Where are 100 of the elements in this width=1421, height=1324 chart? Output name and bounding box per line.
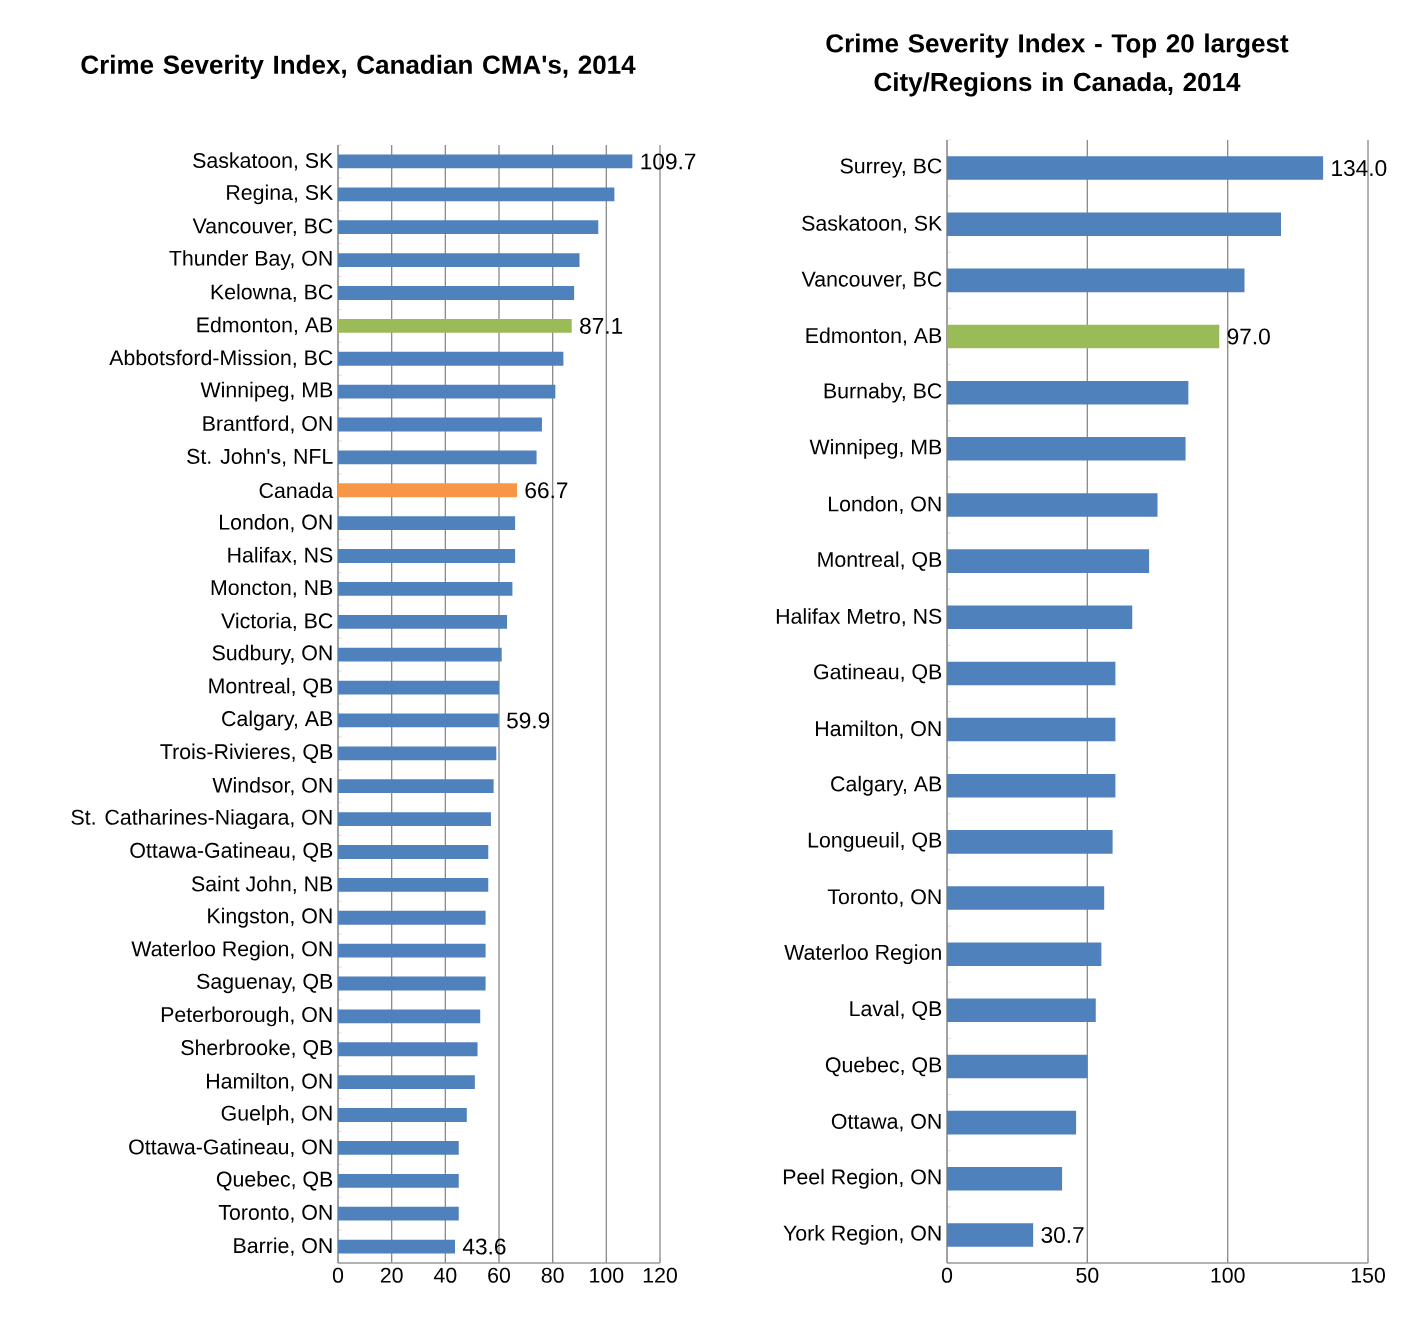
bar — [338, 483, 517, 498]
y-tick-label: Saguenay, QB — [197, 973, 333, 994]
bar — [338, 680, 499, 695]
y-tick-label: Abbotsford-Mission, BC — [109, 349, 333, 368]
bar — [947, 661, 1116, 686]
chart-title: Crime Severity Index, Canadian CMA's, 2014 — [81, 54, 636, 80]
bar — [338, 614, 508, 629]
bar — [338, 1042, 478, 1057]
bar — [947, 886, 1105, 910]
y-tick-label: Montreal, QB — [818, 551, 942, 571]
bar — [947, 830, 1113, 854]
y-tick-label: Saskatoon, SK — [193, 152, 334, 171]
y-tick-label: Hamilton, ON — [207, 1073, 332, 1092]
bar — [338, 976, 486, 991]
bar — [947, 156, 1324, 180]
bar — [338, 1075, 475, 1090]
x-tick-label: 20 — [380, 1267, 403, 1283]
y-tick-label: Vancouver, BC — [192, 218, 333, 237]
y-tick-label: Montreal, QB — [209, 677, 333, 698]
bar — [338, 516, 516, 531]
bar — [338, 582, 513, 596]
bar — [338, 845, 489, 859]
bar — [947, 212, 1281, 237]
y-tick-label: Sherbrooke, QB — [181, 1039, 333, 1060]
bar — [947, 437, 1186, 461]
y-tick-label: Trois-Rivieres, QB — [160, 743, 333, 764]
bar — [338, 253, 580, 267]
x-tick-label: 100 — [1211, 1267, 1245, 1283]
data-label: 30.7 — [1041, 1226, 1084, 1243]
bar — [338, 1009, 481, 1024]
y-tick-label: Vancouver, BC — [801, 271, 942, 290]
data-label: 43.6 — [462, 1238, 506, 1255]
bar — [947, 1110, 1077, 1135]
y-tick-label: Ottawa, ON — [831, 1113, 941, 1132]
x-tick-label: 0 — [941, 1267, 953, 1283]
bar — [947, 773, 1116, 798]
data-label: 87.1 — [580, 317, 623, 334]
bar — [338, 1239, 455, 1254]
y-tick-label: St. Catharines-Niagara, ON — [71, 809, 332, 830]
y-tick-label: Waterloo Region — [784, 944, 941, 965]
y-tick-label: Calgary, AB — [222, 710, 333, 731]
y-tick-label: Calgary, AB — [831, 775, 942, 796]
bar — [338, 877, 489, 892]
bar — [338, 384, 556, 399]
y-tick-label: York Region, ON — [783, 1224, 941, 1245]
data-label: 66.7 — [525, 482, 568, 499]
y-tick-label: Kingston, ON — [208, 907, 332, 928]
bar — [338, 746, 497, 761]
y-tick-label: Brantford, ON — [203, 415, 332, 434]
y-tick-label: Ottawa-Gatineau, ON — [129, 1138, 332, 1157]
bar — [338, 450, 537, 465]
x-tick-label: 50 — [1076, 1267, 1099, 1283]
bar — [947, 493, 1158, 517]
bar — [947, 717, 1116, 742]
y-tick-label: Sudbury, ON — [212, 644, 332, 665]
bar — [338, 187, 615, 202]
bar — [947, 1223, 1034, 1247]
bar — [947, 380, 1189, 405]
bar — [947, 605, 1133, 630]
bar — [947, 998, 1096, 1023]
x-tick-label: 150 — [1351, 1267, 1385, 1283]
bar — [338, 1206, 459, 1221]
data-label: 109.7 — [641, 153, 696, 170]
chart-title: Crime Severity Index - Top 20 largest City/Regions in Canada, 2014 — [826, 33, 1289, 97]
y-tick-label: Edmonton, AB — [806, 327, 942, 346]
y-tick-label: Ottawa-Gatineau, QB — [130, 842, 333, 862]
y-tick-label: Winnipeg, MB — [200, 381, 333, 402]
bar — [338, 351, 564, 366]
y-tick-label: Burnaby, BC — [824, 382, 942, 403]
y-tick-label: Saint John, NB — [191, 875, 333, 894]
y-tick-label: Surrey, BC — [840, 158, 942, 178]
y-tick-label: Guelph, ON — [221, 1105, 332, 1125]
y-tick-label: Moncton, NB — [211, 580, 333, 598]
y-tick-label: Winnipeg, MB — [809, 438, 942, 459]
bar — [338, 943, 486, 958]
y-tick-label: Regina, SK — [227, 184, 334, 205]
y-tick-label: Barrie, ON — [234, 1237, 332, 1256]
y-tick-label: Gatineau, QB — [814, 663, 942, 684]
y-tick-label: Saskatoon, SK — [802, 215, 943, 234]
y-tick-label: Edmonton, AB — [197, 316, 333, 335]
bar — [338, 779, 494, 794]
y-tick-label: Laval, QB — [850, 1000, 942, 1021]
y-tick-label: Toronto, ON — [827, 889, 941, 907]
bar — [338, 417, 542, 432]
x-tick-label: 60 — [488, 1267, 511, 1283]
y-tick-label: Kelowna, BC — [211, 283, 333, 303]
y-tick-label: St. John's, NFL — [187, 448, 333, 467]
bar — [338, 154, 633, 169]
bar — [947, 942, 1102, 966]
y-tick-label: Windsor, ON — [212, 777, 332, 796]
y-tick-label: Halifax Metro, NS — [776, 608, 942, 627]
y-tick-label: Canada — [259, 482, 334, 499]
y-tick-label: Peterborough, ON — [161, 1006, 332, 1027]
bar — [338, 910, 486, 925]
bar — [338, 647, 502, 662]
y-tick-label: Waterloo Region, ON — [131, 940, 332, 961]
y-tick-label: Quebec, QB — [825, 1056, 942, 1077]
bar — [947, 324, 1220, 349]
bar — [338, 318, 572, 333]
y-tick-label: Victoria, BC — [221, 612, 333, 631]
